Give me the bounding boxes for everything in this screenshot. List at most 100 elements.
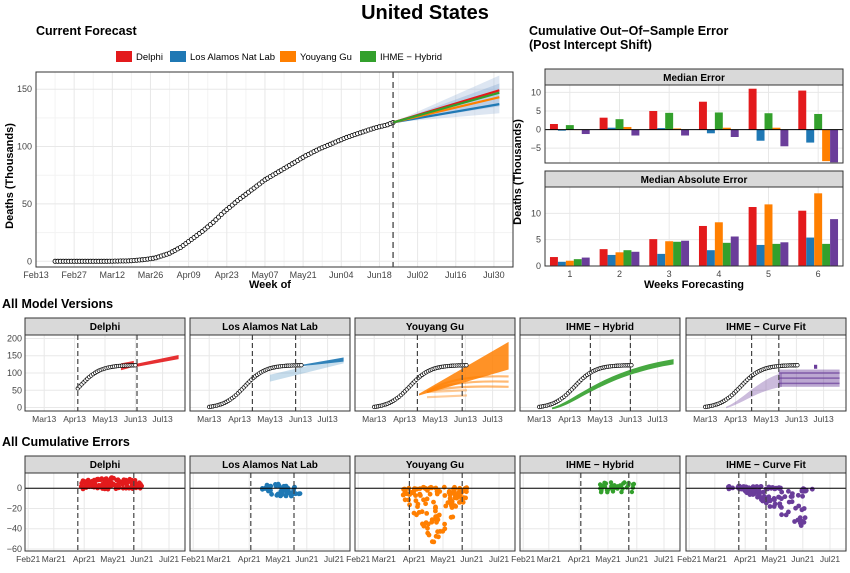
legend-label: Delphi [136, 52, 163, 63]
error-point [417, 491, 423, 497]
y-tick-label: 0 [27, 256, 32, 266]
x-tick-label: 2 [617, 269, 622, 279]
bar-ihme-hybrid [764, 113, 773, 130]
facet-strip-label: IHME − Hybrid [566, 322, 634, 333]
error-point [450, 514, 456, 520]
all-errors-title: All Cumulative Errors [2, 435, 130, 449]
x-tick-label: Mar13 [693, 414, 717, 424]
plot-border [544, 186, 844, 267]
y-tick-label: 0 [17, 483, 22, 493]
bar-delphi [599, 117, 608, 130]
bar-delphi [748, 207, 757, 266]
plot-border [354, 472, 516, 552]
legend-swatch [360, 51, 376, 62]
bar-los-alamos-nat-lab [706, 250, 715, 266]
bar-ihme-curve-fit [780, 242, 789, 266]
forecast-fan [419, 341, 509, 396]
x-tick-label: Jun18 [367, 270, 392, 280]
x-tick-label: May13 [257, 414, 283, 424]
error-point [449, 499, 455, 505]
x-tick-label: Jun13 [619, 414, 642, 424]
error-point [421, 485, 427, 490]
error-point [795, 492, 801, 498]
bar-ihme-hybrid [665, 112, 674, 130]
x-tick-label: May13 [92, 414, 118, 424]
error-point [755, 494, 760, 500]
bar-los-alamos-nat-lab [557, 129, 566, 131]
bar-ihme-curve-fit [631, 129, 640, 136]
y-tick-label: 0 [536, 125, 541, 135]
x-tick-label: Jul02 [407, 270, 429, 280]
facet-strip-label: Median Error [663, 73, 725, 84]
forecast-fan-line [426, 394, 468, 399]
median-error-plot: Median Error 10 5 0 −5 [531, 68, 844, 164]
error-point [608, 480, 614, 485]
error-point [79, 481, 84, 486]
x-tick-label: Jun21 [791, 554, 814, 564]
bar-ihme-hybrid [573, 259, 582, 266]
x-tick-label: Jul13 [482, 414, 503, 424]
x-tick-label: Apr13 [228, 414, 251, 424]
y-tick-label: 0 [17, 403, 22, 413]
bar-ihme-hybrid [822, 243, 831, 266]
bar-los-alamos-nat-lab [607, 254, 616, 266]
bar-ihme-curve-fit [830, 219, 839, 266]
bar-ihme-curve-fit [581, 129, 590, 135]
facet-strip-label: Delphi [90, 322, 121, 333]
x-tick-label: Mar13 [527, 414, 551, 424]
error-point [779, 489, 785, 495]
error-point [431, 499, 436, 505]
current-forecast-title: Current Forecast [36, 24, 138, 38]
bar-los-alamos-nat-lab [657, 128, 666, 130]
error-point [138, 483, 144, 489]
legend-label: Los Alamos Nat Lab [190, 52, 275, 63]
x-tick-label: Jul13 [317, 414, 338, 424]
bar-delphi [599, 249, 608, 266]
all-versions-row: Delphi Mar13 Apr13 May13 Jun13 Jul13 200 150 100… [7, 317, 847, 424]
error-point [779, 496, 784, 502]
median-absolute-error-plot: Median Absolute Error 10 5 0 1 2 3 4 5 6 [531, 170, 844, 279]
error-point [629, 489, 635, 495]
error-point [414, 512, 419, 518]
plot-border [24, 334, 186, 412]
error-point [269, 491, 274, 497]
error-point [597, 482, 603, 487]
all-versions-title: All Model Versions [2, 297, 113, 311]
bar-ihme-curve-fit [681, 129, 690, 136]
bar-ihme-hybrid [814, 113, 823, 130]
x-tick-label: Apr21 [734, 554, 757, 564]
legend-swatch [116, 51, 132, 62]
x-tick-label: Feb13 [23, 270, 49, 280]
forecast-line-ihme-hybrid [392, 91, 500, 124]
bar-delphi [549, 124, 558, 130]
cumulative-error-xlabel: Weeks Forecasting [644, 279, 744, 291]
small-multiple-panel: IHME − Curve Fit Mar13 Apr13 May13 Jun13 Jul1… [685, 317, 847, 424]
plot-border [519, 472, 681, 552]
error-point [743, 489, 749, 494]
y-tick-label: 150 [17, 84, 32, 94]
forecast-fan [302, 357, 344, 367]
error-point [429, 539, 435, 545]
error-point [411, 490, 416, 496]
error-point [800, 493, 805, 499]
bar-ihme-curve-fit [631, 251, 640, 266]
forecast-fan [552, 359, 674, 410]
error-point [747, 492, 753, 497]
error-point [429, 519, 435, 525]
error-point [615, 484, 620, 489]
bar-ihme-hybrid [722, 242, 731, 266]
x-tick-label: Mar13 [32, 414, 56, 424]
bar-los-alamos-nat-lab [806, 237, 815, 266]
facet-strip-label: Los Alamos Nat Lab [222, 460, 318, 471]
small-multiple-panel: IHME − Curve Fit Feb21 Mar21 Apr21 May21 Jun2… [677, 455, 847, 564]
error-point [433, 505, 438, 511]
facet-strip-label: IHME − Curve Fit [726, 460, 806, 471]
y-tick-label: 5 [536, 235, 541, 245]
x-tick-label: May21 [100, 554, 126, 564]
error-point [436, 512, 442, 518]
error-point [423, 501, 428, 507]
bar-ihme-curve-fit [581, 257, 590, 266]
facet-strip-label: Youyang Gu [406, 322, 464, 333]
x-tick-label: 1 [567, 269, 572, 279]
bar-delphi [798, 90, 807, 130]
